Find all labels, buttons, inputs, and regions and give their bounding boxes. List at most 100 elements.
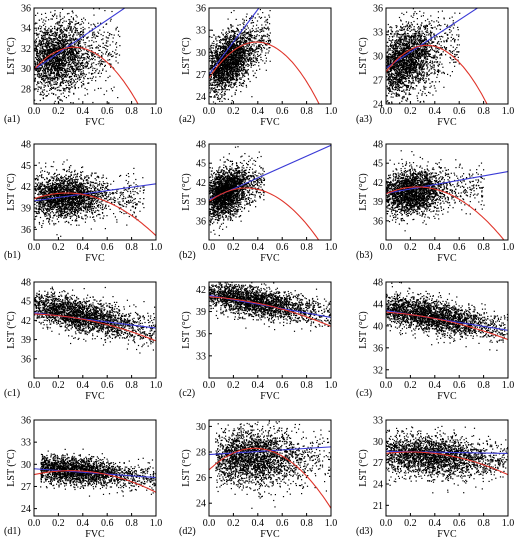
scatter-point (102, 35, 104, 37)
scatter-point (248, 51, 250, 53)
scatter-point (263, 35, 265, 37)
scatter-point (40, 82, 43, 84)
scatter-point (69, 56, 71, 58)
scatter-point (234, 66, 236, 68)
scatter-point (254, 51, 256, 54)
scatter-point (260, 16, 263, 19)
scatter-point (221, 95, 223, 97)
scatter-point (68, 57, 70, 59)
scatter-point (109, 44, 111, 46)
scatter-point (39, 30, 41, 33)
scatter-point (215, 46, 217, 48)
scatter-point (70, 53, 72, 55)
scatter-point (57, 39, 59, 41)
scatter-point (116, 53, 118, 55)
scatter-point (60, 18, 62, 20)
scatter-point (45, 49, 47, 51)
scatter-point (259, 68, 261, 70)
scatter-point (68, 62, 70, 64)
scatter-point (219, 81, 221, 83)
scatter-point (39, 49, 41, 51)
scatter-point (51, 55, 53, 57)
scatter-point (94, 37, 96, 39)
scatter-point (80, 39, 82, 41)
scatter-point (232, 29, 234, 31)
scatter-point (223, 70, 225, 72)
scatter-point (41, 47, 44, 49)
scatter-point (210, 76, 212, 78)
scatter-point (91, 34, 94, 36)
scatter-point (54, 50, 56, 52)
scatter-point (55, 83, 58, 86)
scatter-point (251, 40, 253, 43)
scatter-point (214, 102, 216, 104)
scatter-point (226, 65, 229, 68)
scatter-point (48, 69, 50, 71)
scatter-point (110, 53, 112, 55)
scatter-point (218, 83, 220, 85)
x-tick-label: 0.0 (28, 106, 41, 117)
scatter-point (231, 95, 233, 97)
scatter-point (57, 64, 59, 67)
scatter-point (67, 87, 69, 89)
scatter-point (72, 53, 74, 55)
scatter-point (242, 36, 244, 38)
scatter-point (57, 6, 58, 7)
scatter-point (246, 56, 248, 59)
scatter-point (244, 27, 246, 29)
scatter-point (226, 60, 228, 62)
scatter-point (100, 59, 102, 61)
scatter-point (241, 34, 243, 36)
scatter-point (247, 72, 249, 74)
scatter-point (233, 30, 235, 32)
scatter-point (47, 48, 49, 51)
scatter-point (216, 56, 218, 58)
scatter-point (223, 64, 225, 66)
scatter-point (241, 39, 243, 41)
scatter-point (45, 40, 48, 42)
scatter-point (48, 50, 50, 52)
scatter-point (67, 116, 68, 117)
scatter-point (243, 63, 245, 65)
scatter-point (238, 58, 240, 60)
scatter-point (245, 55, 247, 57)
scatter-point (221, 77, 223, 79)
scatter-point (236, 44, 238, 46)
scatter-point (231, 100, 233, 102)
scatter-point (43, 53, 45, 55)
scatter-point (255, 36, 257, 38)
scatter-point (238, 84, 241, 86)
scatter-point (77, 51, 79, 53)
scatter-point (231, 40, 233, 42)
scatter-point (65, 43, 67, 45)
scatter-point (38, 53, 40, 55)
scatter-point (225, 69, 227, 71)
scatter-point (73, 75, 76, 78)
scatter-point (263, 34, 265, 36)
scatter-point (220, 42, 222, 44)
scatter-point (218, 57, 221, 59)
scatter-point (216, 83, 218, 85)
scatter-point (59, 55, 61, 58)
scatter-point (229, 71, 231, 73)
scatter-point (213, 64, 216, 66)
scatter-point (225, 73, 227, 75)
scatter-point (68, 84, 70, 86)
scatter-point (60, 67, 62, 69)
scatter-point (248, 38, 250, 40)
scatter-point (60, 42, 62, 44)
scatter-point (229, 67, 231, 69)
scatter-point (80, 34, 83, 36)
scatter-point (47, 46, 49, 48)
scatter-point (256, 58, 258, 60)
scatter-point (52, 38, 54, 40)
scatter-point (52, 87, 54, 89)
scatter-point (92, 52, 94, 54)
scatter-point (217, 48, 219, 50)
scatter-point (79, 24, 81, 26)
scatter-point (68, 19, 70, 21)
scatter-point (223, 73, 225, 75)
scatter-point (41, 78, 43, 80)
scatter-point (253, 60, 255, 63)
scatter-point (266, 6, 267, 7)
